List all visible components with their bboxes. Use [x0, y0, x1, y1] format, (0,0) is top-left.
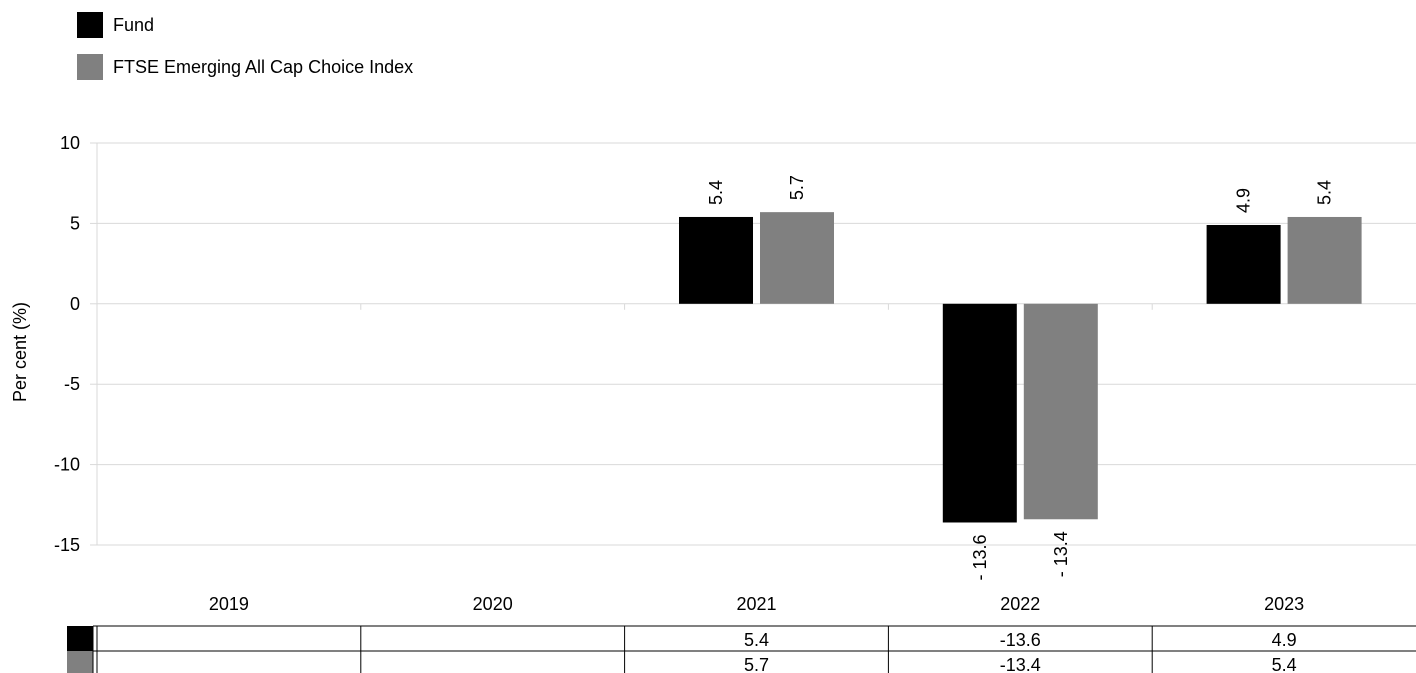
- data-label-index-2023: 5.4: [1315, 180, 1335, 205]
- x-tick-label: 2020: [473, 594, 513, 614]
- x-tick-label: 2021: [736, 594, 776, 614]
- y-tick-label: -5: [64, 374, 80, 394]
- x-tick-label: 2023: [1264, 594, 1304, 614]
- y-tick-label: -10: [54, 455, 80, 475]
- table-cell-fund-2022: -13.6: [1000, 630, 1041, 650]
- data-label-index-2022: - 13.4: [1051, 531, 1071, 577]
- table-swatch-index: [67, 651, 93, 673]
- legend-swatch-fund: [77, 12, 103, 38]
- bar-fund-2021: [679, 216, 753, 304]
- y-axis-label: Per cent (%): [10, 302, 30, 402]
- bar-index-2023: [1287, 216, 1362, 304]
- y-tick-label: 0: [70, 294, 80, 314]
- y-tick-label: 10: [60, 133, 80, 153]
- table-cell-index-2021: 5.7: [744, 655, 769, 673]
- bar-fund-2022: [942, 303, 1017, 523]
- x-tick-label: 2022: [1000, 594, 1040, 614]
- table-cell-index-2023: 5.4: [1272, 655, 1297, 673]
- data-label-fund-2022: - 13.6: [970, 534, 990, 580]
- table-cell-fund-2021: 5.4: [744, 630, 769, 650]
- table-cell-fund-2023: 4.9: [1272, 630, 1297, 650]
- legend-swatch-index: [77, 54, 103, 80]
- bar-index-2021: [760, 212, 834, 304]
- table-cell-index-2022: -13.4: [1000, 655, 1041, 673]
- legend-item-index: FTSE Emerging All Cap Choice Index: [77, 54, 413, 80]
- table-swatch-fund: [67, 626, 93, 651]
- y-tick-label: 5: [70, 213, 80, 233]
- data-label-fund-2021: 5.4: [706, 180, 726, 205]
- y-tick-label: -15: [54, 535, 80, 555]
- bar-index-2022: [1023, 303, 1098, 520]
- legend-item-fund: Fund: [77, 12, 413, 38]
- bar-fund-2023: [1206, 225, 1281, 304]
- legend-label-index: FTSE Emerging All Cap Choice Index: [113, 56, 414, 77]
- legend: Fund FTSE Emerging All Cap Choice Index: [77, 12, 413, 96]
- x-tick-label: 2019: [209, 594, 249, 614]
- data-label-index-2021: 5.7: [787, 175, 807, 200]
- legend-label-fund: Fund: [113, 14, 155, 35]
- data-label-fund-2023: 4.9: [1234, 188, 1254, 213]
